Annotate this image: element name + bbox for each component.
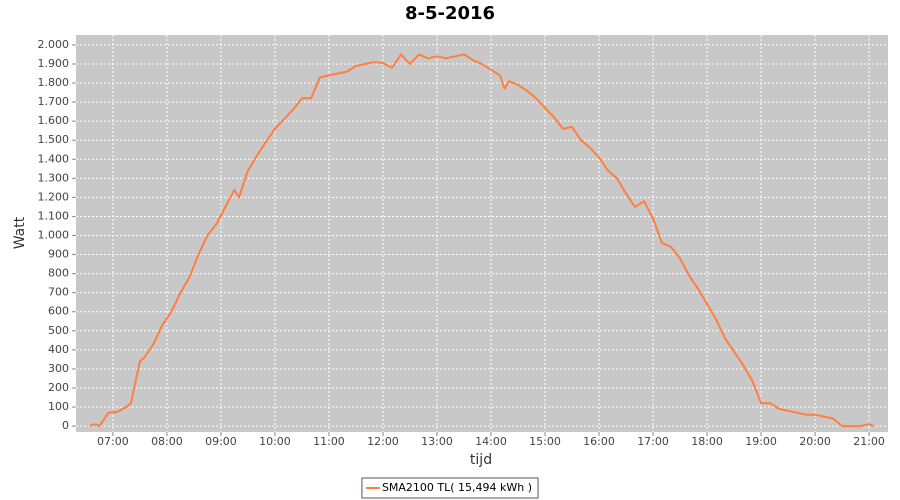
y-tick-label: 1.300 (38, 171, 70, 184)
y-tick-label: 1.600 (38, 114, 70, 127)
y-tick-label: 600 (48, 305, 69, 318)
x-tick-label: 14:00 (475, 435, 507, 448)
y-tick-label: 1.100 (38, 209, 70, 222)
plot-area (76, 35, 888, 432)
line-series (89, 53, 874, 428)
y-tick-label: 0 (62, 419, 69, 432)
y-tick-label: 400 (48, 343, 69, 356)
x-tick-label: 15:00 (529, 435, 561, 448)
chart-title: 8-5-2016 (405, 3, 495, 24)
x-tick-label: 19:00 (745, 435, 777, 448)
y-tick-label: 1.700 (38, 95, 70, 108)
y-tick-label: 1.400 (38, 152, 70, 165)
y-tick-label: 1.000 (38, 229, 70, 242)
x-tick-label: 08:00 (151, 435, 183, 448)
y-tick-label: 2.000 (38, 38, 70, 51)
y-tick-label: 700 (48, 286, 69, 299)
legend-label: SMA2100 TL( 15,494 kWh ) (382, 481, 532, 494)
x-tick-label: 20:00 (799, 435, 831, 448)
x-tick-label: 10:00 (259, 435, 291, 448)
y-tick-label: 1.900 (38, 57, 70, 70)
y-tick-label: 1.800 (38, 76, 70, 89)
x-axis-label: tijd (470, 452, 492, 468)
legend-box (361, 477, 539, 499)
y-tick-label: 100 (48, 400, 69, 413)
y-tick-label: 500 (48, 324, 69, 337)
x-tick-label: 13:00 (421, 435, 453, 448)
x-tick-label: 12:00 (367, 435, 399, 448)
x-tick-label: 21:00 (853, 435, 885, 448)
y-tick-label: 1.500 (38, 133, 70, 146)
y-tick-label: 1.200 (38, 190, 70, 203)
x-tick-label: 11:00 (313, 435, 345, 448)
x-tick-label: 09:00 (205, 435, 237, 448)
x-tick-label: 17:00 (637, 435, 669, 448)
y-axis-label: Watt (12, 216, 28, 249)
x-tick-label: 18:00 (691, 435, 723, 448)
y-tick-label: 300 (48, 362, 69, 375)
x-tick-label: 07:00 (97, 435, 129, 448)
y-tick-label: 200 (48, 381, 69, 394)
y-tick-label: 800 (48, 267, 69, 280)
x-tick-label: 16:00 (583, 435, 615, 448)
y-tick-label: 900 (48, 248, 69, 261)
